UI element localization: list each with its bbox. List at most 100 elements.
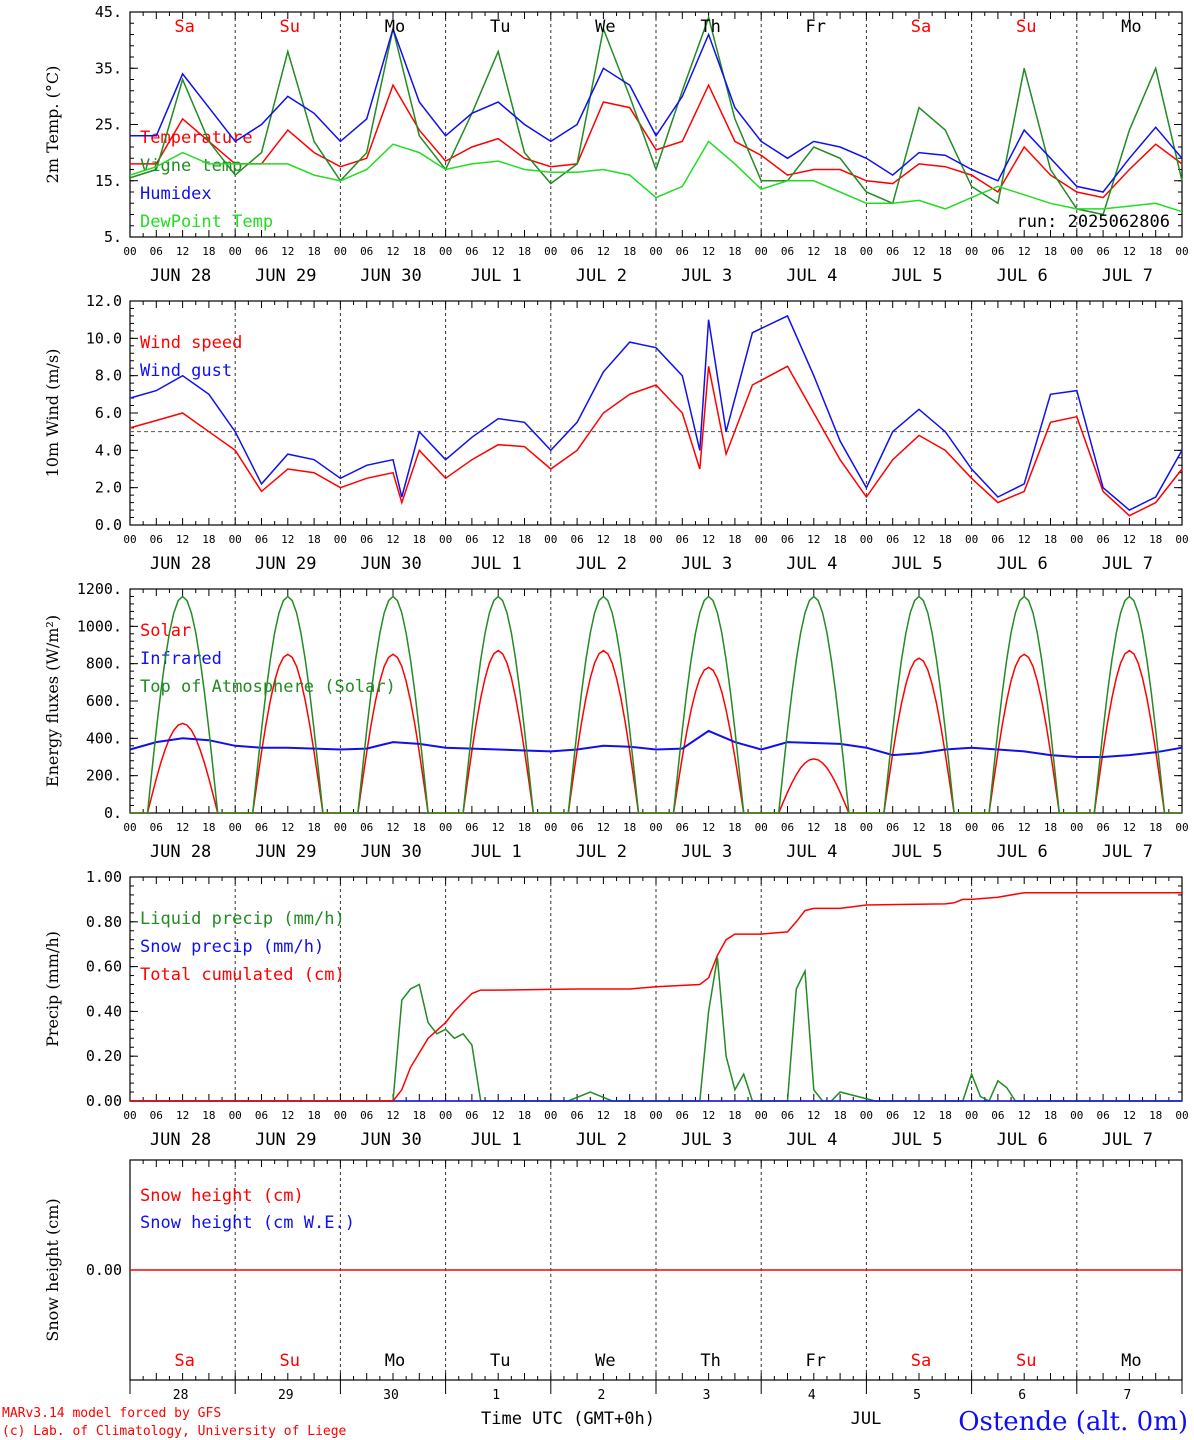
hour-label: 18 (1149, 245, 1162, 258)
series-line-liquid-precip-mm-h- (130, 957, 1182, 1103)
hour-label: 18 (1044, 245, 1057, 258)
hour-label: 12 (1123, 821, 1136, 834)
legend-entry: Wind gust (140, 361, 232, 381)
hour-label: 06 (570, 1109, 583, 1122)
legend-entry: Solar (140, 621, 191, 641)
hour-label: 00 (649, 245, 662, 258)
day-number: 3 (703, 1388, 711, 1403)
series-line-temperature (130, 83, 1183, 199)
y-tick-label: 15. (95, 172, 122, 190)
day-label-bottom: Sa (174, 1351, 194, 1371)
hour-label: 18 (728, 1109, 741, 1122)
hour-label: 00 (334, 1109, 347, 1122)
hour-label: 18 (623, 821, 636, 834)
panel-3: 1200. 1000. 800. 600. 400. 200. 0. Energy fluxe… (43, 580, 1189, 862)
hour-label: 18 (413, 245, 426, 258)
day-label-bottom: Sa (911, 1351, 931, 1371)
legend-entry: Humidex (140, 184, 212, 204)
y-tick-label: 1000. (77, 617, 122, 635)
y-axis-label: Snow height (cm) (43, 1198, 62, 1341)
panel-1: 45. 35. 25. 15. 5. 2m Temp. (°C) Temperature Vi… (43, 3, 1189, 286)
hour-label: 18 (413, 821, 426, 834)
hour-label: 12 (386, 533, 399, 546)
hour-label: 00 (123, 821, 136, 834)
series-line-infrared (129, 729, 1183, 758)
hour-label: 00 (965, 821, 978, 834)
day-label-bottom: We (595, 1351, 615, 1371)
y-axis-label: 2m Temp. (°C) (43, 66, 62, 184)
hour-label: 06 (360, 821, 373, 834)
y-axis-label: Energy fluxes (W/m²) (43, 615, 62, 787)
date-label: JUL 1 (471, 842, 522, 862)
day-label-bottom: Th (700, 1351, 720, 1371)
hour-label: 00 (649, 1109, 662, 1122)
date-label: JUN 30 (360, 842, 421, 862)
y-tick-label: 8.0 (95, 367, 122, 385)
hour-label: 12 (492, 821, 505, 834)
date-label: JUL 5 (891, 842, 942, 862)
hour-label: 18 (833, 533, 846, 546)
y-tick-label: 0.20 (86, 1047, 122, 1065)
hour-label: 18 (307, 245, 320, 258)
day-number: 7 (1123, 1388, 1131, 1403)
date-label: JUL 7 (1102, 554, 1153, 574)
y-tick-label: 0.00 (86, 1261, 122, 1279)
hour-label: 00 (544, 245, 557, 258)
hour-label: 00 (1175, 1109, 1188, 1122)
hour-label: 18 (202, 533, 215, 546)
hour-label: 12 (597, 821, 610, 834)
hour-label: 06 (1096, 1109, 1109, 1122)
hour-label: 12 (1123, 245, 1136, 258)
hour-label: 12 (176, 821, 189, 834)
hour-label: 18 (413, 533, 426, 546)
date-label: JUL 1 (471, 1130, 522, 1150)
hour-label: 12 (1123, 1109, 1136, 1122)
legend-entry: Infrared (140, 649, 222, 669)
date-label: JUL 3 (681, 1130, 732, 1150)
legend-entry: Vigne temp (140, 156, 242, 176)
hour-label: 00 (860, 821, 873, 834)
hour-label: 06 (255, 245, 268, 258)
y-tick-label: 0.80 (86, 913, 122, 931)
date-label: JUL 6 (997, 842, 1048, 862)
day-label-bottom: Fr (806, 1351, 826, 1371)
hour-label: 18 (833, 1109, 846, 1122)
hour-label: 06 (465, 821, 478, 834)
hour-label: 18 (307, 533, 320, 546)
x-axis-label: Time UTC (GMT+0h) (481, 1409, 655, 1429)
day-number: 2 (597, 1388, 605, 1403)
hour-label: 18 (518, 245, 531, 258)
hour-label: 00 (229, 245, 242, 258)
series-line-dewpoint-temp (129, 140, 1183, 213)
hour-label: 12 (912, 533, 925, 546)
hour-label: 12 (386, 245, 399, 258)
series-line-vigne-temp (129, 15, 1183, 216)
hour-label: 12 (807, 821, 820, 834)
y-tick-label: 600. (86, 692, 122, 710)
date-label: JUN 28 (150, 842, 211, 862)
hour-label: 06 (465, 245, 478, 258)
hour-label: 12 (702, 533, 715, 546)
series-line-wind-speed (129, 365, 1183, 517)
day-label: Su (1016, 17, 1036, 37)
hour-label: 00 (123, 1109, 136, 1122)
hour-label: 12 (1123, 533, 1136, 546)
hour-label: 00 (123, 245, 136, 258)
hour-label: 18 (939, 821, 952, 834)
hour-label: 06 (886, 1109, 899, 1122)
date-label: JUL 1 (471, 266, 522, 286)
hour-label: 06 (360, 1109, 373, 1122)
hour-label: 12 (492, 533, 505, 546)
hour-label: 18 (939, 1109, 952, 1122)
date-label: JUN 29 (255, 1130, 316, 1150)
plot-frame (129, 588, 1183, 814)
hour-label: 00 (1070, 1109, 1083, 1122)
day-label: Sa (911, 17, 931, 37)
legend-entry: Snow precip (mm/h) (140, 937, 324, 957)
hour-label: 00 (649, 533, 662, 546)
hour-label: 06 (886, 533, 899, 546)
hour-label: 00 (649, 821, 662, 834)
hour-label: 00 (965, 533, 978, 546)
hour-label: 06 (255, 821, 268, 834)
date-label: JUL 7 (1102, 842, 1153, 862)
